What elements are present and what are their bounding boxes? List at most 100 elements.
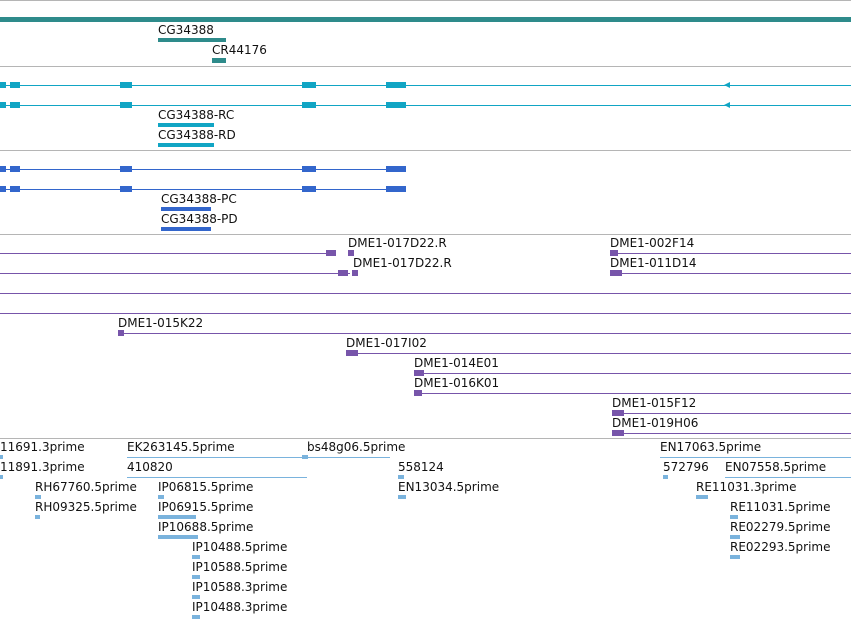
est-line[interactable] [127,457,307,458]
clone-line[interactable] [0,313,851,314]
est-feature[interactable] [0,475,3,479]
protein-intron-line[interactable] [0,169,406,170]
est-feature[interactable] [730,535,740,539]
est-label: 11891.3prime [0,460,85,474]
est-feature[interactable] [302,455,308,459]
clone-feature[interactable] [326,250,336,256]
est-line[interactable] [127,477,307,478]
est-feature[interactable] [398,495,406,499]
est-label: IP10488.5prime [192,540,288,554]
clone-feature[interactable] [414,370,424,376]
exon[interactable] [302,82,316,88]
est-feature[interactable] [192,615,200,619]
exon[interactable] [120,102,132,108]
protein-feature[interactable] [161,227,211,231]
clone-line[interactable] [0,273,350,274]
exon[interactable] [0,102,6,108]
clone-feature[interactable] [118,330,124,336]
exon[interactable] [302,102,316,108]
est-label: EN07558.5prime [725,460,827,474]
exon[interactable] [386,186,406,192]
clone-line[interactable] [612,413,851,414]
chromosome-band[interactable] [0,17,851,22]
est-feature[interactable] [696,495,708,499]
strand-arrow-icon [724,82,730,88]
transcript-intron-line[interactable] [0,85,851,86]
exon[interactable] [120,186,132,192]
protein-label: CG34388-PD [161,212,238,226]
est-label: RE02293.5prime [730,540,831,554]
clone-line[interactable] [612,433,851,434]
clone-line[interactable] [414,393,851,394]
est-label: IP10588.3prime [192,580,288,594]
clone-line[interactable] [346,353,851,354]
exon[interactable] [386,102,406,108]
est-label: RH67760.5prime [35,480,137,494]
exon[interactable] [10,166,20,172]
clone-feature[interactable] [612,410,624,416]
est-feature[interactable] [192,595,200,599]
est-feature[interactable] [158,535,198,539]
transcript-feature[interactable] [158,143,214,147]
transcript-feature[interactable] [158,123,214,127]
transcript-intron-line[interactable] [0,105,851,106]
exon[interactable] [10,186,20,192]
clone-feature[interactable] [414,390,422,396]
clone-label: DME1-015K22 [118,316,204,330]
exon[interactable] [120,82,132,88]
clone-label: DME1-016K01 [414,376,500,390]
protein-intron-line[interactable] [0,189,406,190]
est-feature[interactable] [158,515,196,519]
exon[interactable] [0,82,6,88]
exon[interactable] [0,166,6,172]
clone-label: DME1-015F12 [612,396,697,410]
clone-feature[interactable] [352,270,358,276]
clone-line[interactable] [0,253,336,254]
clone-label: DME1-002F14 [610,236,695,250]
est-feature[interactable] [730,515,738,519]
est-line[interactable] [725,477,851,478]
exon[interactable] [386,166,406,172]
exon[interactable] [10,102,20,108]
est-feature[interactable] [730,555,740,559]
exon[interactable] [10,82,20,88]
clone-line[interactable] [414,373,851,374]
est-feature[interactable] [398,475,404,479]
est-feature[interactable] [35,515,40,519]
gene-feature[interactable] [158,38,226,42]
exon[interactable] [386,82,406,88]
est-feature[interactable] [35,495,41,499]
est-feature[interactable] [158,495,164,499]
protein-feature[interactable] [161,207,211,211]
track-divider [0,66,851,67]
est-line[interactable] [307,457,390,458]
exon[interactable] [302,186,316,192]
exon[interactable] [120,166,132,172]
est-feature[interactable] [0,455,3,459]
est-feature[interactable] [192,575,200,579]
est-label: IP10588.5prime [192,560,288,574]
clone-label: DME1-011D14 [610,256,697,270]
clone-feature[interactable] [346,350,358,356]
clone-feature[interactable] [610,250,618,256]
clone-line[interactable] [0,293,851,294]
est-feature[interactable] [663,475,668,479]
clone-label: DME1-017D22.R [353,256,452,270]
clone-feature[interactable] [612,430,624,436]
clone-line[interactable] [118,333,851,334]
est-label: RE11031.3prime [696,480,797,494]
exon[interactable] [0,186,6,192]
clone-feature[interactable] [338,270,348,276]
clone-line[interactable] [610,273,851,274]
clone-label: DME1-017D22.R [348,236,447,250]
exon[interactable] [302,166,316,172]
clone-feature[interactable] [348,250,354,256]
est-label: RE02279.5prime [730,520,831,534]
clone-feature[interactable] [610,270,622,276]
gene-feature[interactable] [212,58,226,63]
clone-label: DME1-017I02 [346,336,427,350]
est-line[interactable] [660,457,851,458]
est-feature[interactable] [192,555,200,559]
clone-line[interactable] [610,253,851,254]
